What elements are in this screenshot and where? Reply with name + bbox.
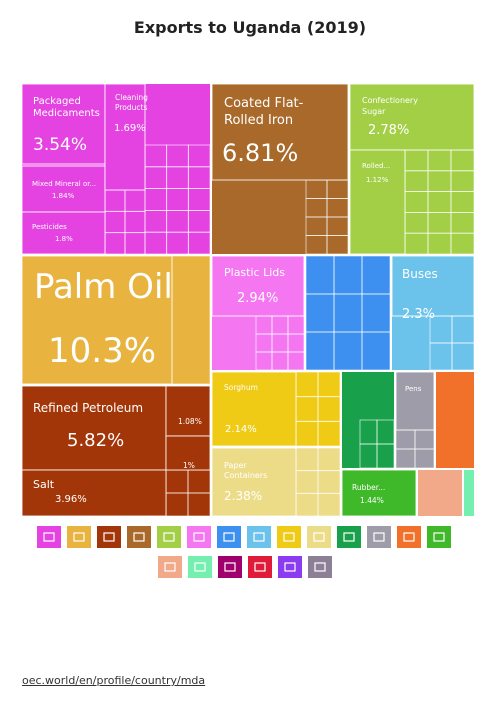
tile-label: Pesticides bbox=[32, 223, 67, 231]
tile-label: Packaged bbox=[33, 96, 81, 107]
paper-goods-icon[interactable] bbox=[307, 526, 331, 548]
metals-icon[interactable] bbox=[127, 526, 151, 548]
plastics-icon[interactable] bbox=[187, 526, 211, 548]
tile-share: 2.3% bbox=[402, 307, 435, 322]
arts-antiques-icon[interactable] bbox=[218, 556, 242, 578]
mineral-products-icon[interactable] bbox=[97, 526, 121, 548]
small-tiles bbox=[359, 419, 395, 469]
miscellaneous-icon[interactable] bbox=[367, 526, 391, 548]
treemap-tile[interactable] bbox=[21, 255, 173, 385]
tile-share: 3.96% bbox=[55, 494, 87, 505]
treemap-tile[interactable] bbox=[211, 447, 297, 517]
treemap-tile[interactable] bbox=[349, 83, 475, 151]
tile-label: Containers bbox=[224, 471, 267, 480]
treemap-tile[interactable] bbox=[104, 83, 146, 191]
tile-label: Palm Oil bbox=[34, 267, 173, 307]
tile-share: 2.38% bbox=[224, 489, 262, 503]
machines-block bbox=[306, 256, 390, 370]
small-tiles bbox=[305, 255, 391, 371]
small-tiles bbox=[295, 371, 341, 447]
animal-products-icon[interactable] bbox=[37, 526, 61, 548]
tile-label: Mixed Mineral or... bbox=[32, 180, 96, 188]
footwear-icon[interactable] bbox=[158, 556, 182, 578]
chart-title: Exports to Uganda (2019) bbox=[133, 18, 367, 37]
treemap-tile[interactable] bbox=[349, 149, 406, 255]
textiles-icon[interactable] bbox=[277, 526, 301, 548]
tile-label: Sorghum bbox=[224, 383, 258, 392]
unknown-icon[interactable] bbox=[308, 556, 332, 578]
tile-label: Rolled... bbox=[362, 162, 390, 170]
treemap-tile[interactable] bbox=[21, 211, 106, 255]
tile-label: Salt bbox=[33, 478, 55, 491]
treemap-tile[interactable] bbox=[21, 385, 167, 471]
weapons-icon[interactable] bbox=[188, 556, 212, 578]
tile-label: Pens bbox=[405, 385, 422, 393]
treemap-tile[interactable] bbox=[21, 165, 106, 213]
tile-share: 2.78% bbox=[368, 123, 409, 138]
machines-icon[interactable] bbox=[217, 526, 241, 548]
weapons-block bbox=[464, 470, 474, 516]
vegetable-products-icon[interactable] bbox=[67, 526, 91, 548]
tile-share: 1.84% bbox=[52, 192, 75, 200]
tile-share: 1.12% bbox=[366, 176, 389, 184]
small-tiles bbox=[305, 179, 349, 255]
tile-share: 10.3% bbox=[48, 331, 156, 371]
treemap-tile[interactable] bbox=[165, 435, 211, 471]
tile-share: 2.94% bbox=[237, 291, 278, 306]
tile-label: Cleaning bbox=[115, 93, 148, 102]
precious-metals-icon[interactable] bbox=[248, 556, 272, 578]
tile-label: Medicaments bbox=[33, 108, 100, 119]
tile-share: 1.08% bbox=[178, 417, 202, 426]
tile-label: Paper bbox=[224, 461, 247, 470]
wood-products-icon[interactable] bbox=[427, 526, 451, 548]
tile-share: 2.14% bbox=[225, 424, 257, 435]
treemap-tile[interactable] bbox=[211, 255, 305, 317]
transportation-icon[interactable] bbox=[247, 526, 271, 548]
tile-label: Rubber... bbox=[352, 483, 385, 492]
treemap-tile[interactable] bbox=[341, 469, 417, 517]
tile-share: 3.54% bbox=[33, 135, 87, 155]
stone-glass-icon[interactable] bbox=[397, 526, 421, 548]
treemap-tile[interactable] bbox=[211, 371, 297, 447]
stone-block bbox=[436, 372, 474, 468]
tile-share: 1% bbox=[183, 461, 195, 470]
tile-share: 6.81% bbox=[222, 139, 298, 167]
footwear-block bbox=[418, 470, 462, 516]
treemap-tile[interactable] bbox=[211, 83, 349, 181]
treemap-tile[interactable] bbox=[391, 255, 475, 317]
instruments-icon[interactable] bbox=[337, 526, 361, 548]
tile-label: Coated Flat- bbox=[224, 96, 304, 111]
treemap-tile[interactable] bbox=[21, 469, 167, 517]
tile-label: Buses bbox=[402, 267, 438, 281]
treemap-tile[interactable] bbox=[21, 83, 106, 165]
treemap-tile[interactable] bbox=[395, 371, 435, 431]
tile-share: 1.44% bbox=[360, 496, 384, 505]
small-tiles bbox=[395, 429, 435, 469]
small-tiles bbox=[255, 315, 305, 371]
treemap-tile[interactable] bbox=[165, 385, 211, 437]
tile-label: Rolled Iron bbox=[224, 113, 293, 128]
tile-share: 5.82% bbox=[67, 430, 124, 451]
tile-label: Products bbox=[115, 103, 147, 112]
foodstuffs-icon[interactable] bbox=[157, 526, 181, 548]
tile-share: 1.8% bbox=[55, 235, 73, 243]
source-link[interactable]: oec.world/en/profile/country/mda bbox=[22, 674, 206, 687]
small-tiles bbox=[404, 149, 475, 255]
tile-label: Confectionery bbox=[362, 96, 418, 105]
tile-label: Plastic Lids bbox=[224, 266, 285, 279]
chemical-icon[interactable] bbox=[278, 556, 302, 578]
tile-share: 1.69% bbox=[114, 123, 146, 134]
tile-label: Sugar bbox=[362, 107, 386, 116]
tile-label: Refined Petroleum bbox=[33, 401, 143, 415]
